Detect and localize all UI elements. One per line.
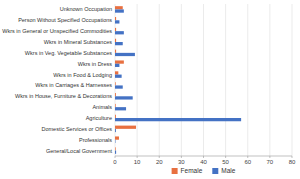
grid-line [159,4,160,156]
category-label: Domestic Services or Offices [41,126,112,132]
bar [115,75,122,78]
bar [115,129,116,132]
bar [115,28,116,31]
category-label: Wkrs in Carriages & Harnesses [35,82,112,88]
bar [115,39,116,42]
tick-label: 70 [267,159,274,165]
bar [115,136,119,139]
bar [115,126,136,129]
legend-swatch [212,168,218,174]
bar [115,9,124,12]
legend-swatch [172,168,178,174]
bar [115,107,126,110]
bar [115,60,124,63]
category-label: Wkrs in House, Furniture & Decorations [15,93,112,99]
tick-label: 20 [156,159,163,165]
bar [115,42,123,45]
category-label: Wkrs in Food & Lodging [53,72,112,78]
category-label: Wkrs in Dress [78,61,112,67]
series [115,9,241,153]
category-labels: General/Local Government Professionals Dom… [2,6,112,153]
tick-label: 30 [178,159,185,165]
grid-line [292,4,293,156]
bar [115,31,124,34]
category-label: Wkrs in General or Unspecified Commoditi… [2,28,112,34]
bar [115,71,118,74]
bar [115,151,116,154]
category-label: Animals [92,104,112,110]
bar [115,93,116,96]
legend-label: Male [221,167,235,174]
bar [115,20,119,23]
grid-line [225,4,226,156]
bar [115,53,135,56]
tick-label: 40 [200,159,207,165]
bar [115,64,119,67]
legend-label: Female [181,167,203,174]
bar [115,115,116,118]
bars [115,6,241,154]
grid-line [115,4,116,156]
bar [115,104,116,107]
grid [115,4,292,156]
category-label: Wkrs in Mineral Substances [44,39,112,45]
category-label: Wkrs in Veg. Vegetable Substances [25,50,112,56]
bar [115,6,123,9]
x-ticks: 0 10 20 30 40 50 60 70 80 [113,156,296,165]
tick-label: 50 [222,159,229,165]
chart: General/Local Government Professionals Dom… [0,0,300,179]
x-axis-line [115,156,292,157]
bar [115,140,116,143]
category-label: Person Without Specified Occupations [18,17,112,23]
tick-label: 0 [113,159,117,165]
bar [115,17,116,20]
bar [115,118,241,121]
series [115,6,136,150]
category-label: General/Local Government [46,148,113,154]
tick-label: 60 [244,159,251,165]
grid-line [137,4,138,156]
bar [115,50,116,53]
grid-line [181,4,182,156]
category-label: Unknown Occupation [60,6,112,12]
bar [115,82,116,85]
tick-label: 80 [289,159,296,165]
grid-line [203,4,204,156]
bar [115,96,133,99]
grid-line [269,4,270,156]
bar [115,85,123,88]
legend: Female Male [172,167,236,174]
bar [115,147,116,150]
category-label: Agriculture [86,115,112,121]
grid-line [247,4,248,156]
tick-label: 10 [134,159,141,165]
category-label: Professionals [79,137,112,143]
